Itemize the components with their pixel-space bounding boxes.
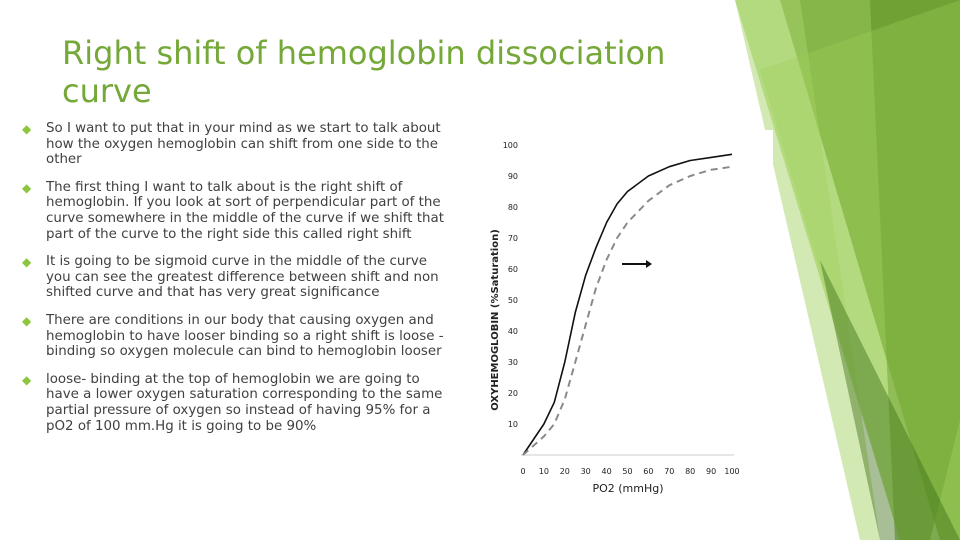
normal-curve-line <box>522 153 733 456</box>
y-tick-label: 100 <box>503 141 518 150</box>
diamond-bullet-icon: ◆ <box>22 372 32 387</box>
bullet-item: ◆ loose- binding at the top of hemoglobi… <box>22 372 452 434</box>
x-tick-label: 70 <box>664 467 674 476</box>
y-tick-label: 10 <box>508 420 518 429</box>
hemoglobin-dissociation-chart: 10 20 30 40 50 60 70 80 90 100 0 10 20 30 40 50 60 70 80 9… <box>478 130 773 500</box>
y-tick-label: 20 <box>508 389 518 398</box>
bullet-list: ◆ So I want to put that in your mind as w… <box>22 121 452 446</box>
chart-svg: 10 20 30 40 50 60 70 80 90 100 0 10 20 30 40 50 60 70 80 9… <box>490 141 740 495</box>
y-tick-label: 80 <box>508 203 518 212</box>
bullet-text: loose- binding at the top of hemoglobin … <box>46 371 443 434</box>
x-tick-label: 30 <box>581 467 591 476</box>
bullet-item: ◆ It is going to be sigmoid curve in the … <box>22 254 452 301</box>
bullet-item: ◆ So I want to put that in your mind as w… <box>22 121 452 168</box>
x-tick-label: 100 <box>724 467 739 476</box>
diamond-bullet-icon: ◆ <box>22 122 32 136</box>
y-tick-label: 90 <box>508 172 518 181</box>
shifted-curve-line <box>522 165 733 456</box>
x-tick-label: 60 <box>643 467 653 476</box>
x-tick-label: 20 <box>560 467 570 476</box>
bullet-text: So I want to put that in your mind as we… <box>46 121 441 168</box>
x-tick-label: 40 <box>602 467 612 476</box>
y-axis-label: OXYHEMOGLOBIN (%Saturation) <box>490 229 501 411</box>
bullet-item: ◆ There are conditions in our body that c… <box>22 313 452 360</box>
diamond-bullet-icon: ◆ <box>22 313 32 328</box>
x-axis-label: PO2 (mmHg) <box>592 482 663 495</box>
y-tick-label: 50 <box>508 296 518 305</box>
bullet-text: The first thing I want to talk about is … <box>46 179 444 242</box>
right-arrow-annotation <box>622 260 652 268</box>
x-tick-label: 50 <box>622 467 632 476</box>
bullet-item: ◆ The first thing I want to talk about is… <box>22 180 452 242</box>
x-tick-label: 0 <box>520 467 525 476</box>
y-tick-label: 60 <box>508 265 518 274</box>
x-tick-label: 10 <box>539 467 549 476</box>
bullet-text: It is going to be sigmoid curve in the m… <box>46 254 439 301</box>
x-tick-label: 90 <box>706 467 716 476</box>
x-tick-label: 80 <box>685 467 695 476</box>
y-tick-label: 30 <box>508 358 518 367</box>
y-tick-label: 70 <box>508 234 518 243</box>
diamond-bullet-icon: ◆ <box>22 180 32 195</box>
slide-title: Right shift of hemoglobin dissociation c… <box>62 34 666 110</box>
diamond-bullet-icon: ◆ <box>22 255 32 270</box>
bullet-text: There are conditions in our body that ca… <box>46 312 444 360</box>
y-tick-label: 40 <box>508 327 518 336</box>
